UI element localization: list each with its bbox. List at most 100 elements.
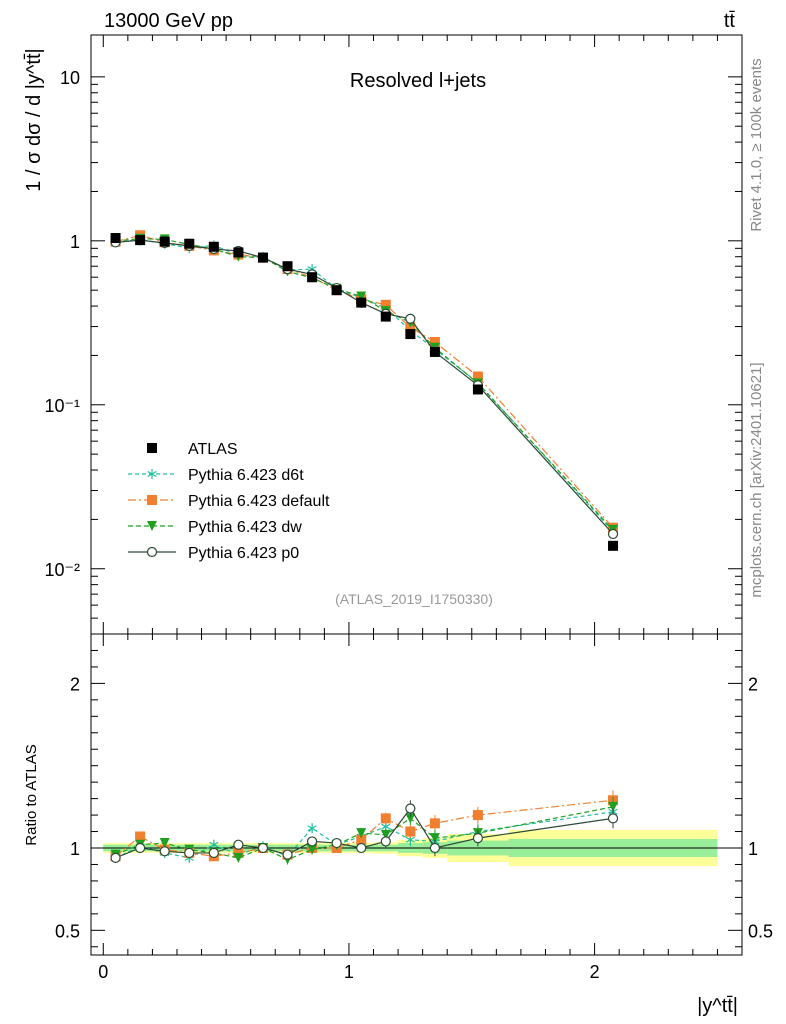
y-tick-label: 10⁻¹ <box>44 396 80 416</box>
legend-label: ATLAS <box>188 441 238 458</box>
ratio-tick-label: 0.5 <box>55 921 80 941</box>
main-panel: 10⁻² 10⁻¹ 1 10 <box>44 34 743 635</box>
asterisk-stroke <box>147 470 157 478</box>
ratio-point-pythia-6-423-p0 <box>159 846 170 857</box>
series-line-pythia-6-423-p0 <box>115 239 614 535</box>
ratio-tick-label: 2 <box>70 674 80 694</box>
asterisk-stroke <box>307 825 317 832</box>
mcplots-credit-label: mcplots.cern.ch [arXiv:2401.10621] <box>748 362 765 597</box>
ratio-point-pythia-6-423-p0 <box>472 833 484 844</box>
ratio-point-pythia-6-423-default <box>380 813 391 824</box>
point-pythia-6-423-p0 <box>607 528 619 540</box>
point-atlas <box>472 384 483 395</box>
ratio-point-pythia-6-423-p0 <box>380 836 391 847</box>
point-atlas <box>380 311 391 322</box>
asterisk-stroke <box>405 836 416 843</box>
ratio-point-pythia-6-423-dw <box>307 844 318 855</box>
ratio-tick-label-right: 2 <box>748 674 758 694</box>
legend-marker <box>147 495 157 505</box>
series-line-pythia-6-423-d6t <box>115 238 614 533</box>
ratio-point-pythia-6-423-dw <box>405 813 416 824</box>
point-pythia-6-423-default <box>380 299 391 310</box>
point-atlas <box>356 297 367 308</box>
y-axis-label: 1 / σ dσ / d |y^tt̄| <box>23 48 45 191</box>
ratio-tick-label-right: 0.5 <box>748 921 773 941</box>
point-atlas <box>110 233 121 244</box>
point-atlas <box>135 235 146 246</box>
x-tick-label: 1 <box>344 962 354 982</box>
ratio-axis-label: Ratio to ATLAS <box>23 744 40 845</box>
ratio-point-pythia-6-423-p0 <box>405 803 416 814</box>
legend-marker <box>146 546 158 558</box>
ratio-point-pythia-6-423-default <box>356 834 367 845</box>
legend-label: Pythia 6.423 dw <box>188 519 302 536</box>
legend-marker <box>147 469 157 479</box>
point-atlas <box>159 236 170 247</box>
legend-label: Pythia 6.423 d6t <box>188 467 304 484</box>
y-tick-label: 10⁻² <box>44 560 80 580</box>
point-atlas <box>307 272 318 283</box>
ratio-point-pythia-6-423-dw <box>356 828 367 839</box>
ratio-point-pythia-6-423-default <box>429 818 440 829</box>
header-energy-label: 13000 GeV pp <box>104 10 233 32</box>
ratio-point-pythia-6-423-dw <box>380 829 391 840</box>
header-process-label: tt̄ <box>724 10 736 32</box>
ratio-point-pythia-6-423-p0 <box>331 837 342 849</box>
point-pythia-6-423-dw <box>356 291 367 302</box>
legend-label: Pythia 6.423 p0 <box>188 545 299 562</box>
point-atlas <box>405 329 416 340</box>
ratio-line-pythia-6-423-default <box>115 799 614 857</box>
rivet-version-label: Rivet 4.1.0, ≥ 100k events <box>748 58 765 231</box>
point-atlas <box>233 247 244 258</box>
point-atlas <box>257 252 268 263</box>
legend-label: Pythia 6.423 default <box>188 493 330 510</box>
legend-marker <box>147 521 157 531</box>
ratio-point-pythia-6-423-default <box>405 826 416 837</box>
legend-marker <box>147 443 157 453</box>
point-atlas <box>282 261 293 272</box>
point-atlas <box>331 285 342 296</box>
ratio-point-pythia-6-423-default <box>135 831 146 842</box>
ratio-point-pythia-6-423-p0 <box>282 849 293 860</box>
ratio-point-pythia-6-423-p0 <box>607 813 619 824</box>
legend: ATLAS Pythia 6.423 d6t Pythia 6.423 defaul… <box>128 441 330 562</box>
x-tick-label: 2 <box>590 962 600 982</box>
x-tick-label: 0 <box>98 962 108 982</box>
chart-title: Resolved l+jets <box>350 70 486 92</box>
ratio-line-pythia-6-423-d6t <box>115 811 614 859</box>
ratio-point-pythia-6-423-p0 <box>233 839 244 850</box>
ratio-point-pythia-6-423-d6t <box>307 823 317 834</box>
ratio-panel: 0.5 0.5 1 1 2 2 <box>55 633 773 956</box>
y-tick-label: 10 <box>60 68 80 88</box>
point-atlas <box>184 238 195 249</box>
ratio-tick-label: 1 <box>70 839 80 859</box>
ratio-point-pythia-6-423-p0 <box>135 842 146 854</box>
x-axis-label: |y^tt̄| <box>697 995 738 1017</box>
asterisk-stroke <box>209 841 219 848</box>
ratio-point-pythia-6-423-p0 <box>208 847 219 859</box>
ratio-point-pythia-6-423-dw <box>608 801 619 812</box>
point-atlas <box>208 241 219 252</box>
point-atlas <box>429 346 440 357</box>
point-atlas <box>608 540 619 551</box>
ratio-point-pythia-6-423-p0 <box>429 842 441 854</box>
point-pythia-6-423-default <box>429 337 440 348</box>
ratio-point-pythia-6-423-dw <box>159 838 170 849</box>
ratio-point-pythia-6-423-p0 <box>306 836 318 847</box>
ratio-point-pythia-6-423-p0 <box>110 852 121 863</box>
ratio-tick-label-right: 1 <box>748 839 758 859</box>
point-pythia-6-423-default <box>472 371 483 382</box>
ratio-point-pythia-6-423-p0 <box>184 847 195 859</box>
ratio-frame <box>90 633 743 956</box>
y-tick-label: 1 <box>70 232 80 252</box>
ratio-point-pythia-6-423-p0 <box>356 842 367 854</box>
ratio-line-pythia-6-423-p0 <box>115 807 614 859</box>
analysis-watermark: (ATLAS_2019_I1750330) <box>335 591 493 607</box>
series-line-pythia-6-423-dw <box>115 238 614 531</box>
ratio-point-pythia-6-423-default <box>472 810 483 821</box>
ratio-point-pythia-6-423-dw <box>233 852 244 863</box>
ratio-point-pythia-6-423-dw <box>429 833 440 844</box>
asterisk-stroke <box>381 823 391 830</box>
ratio-point-pythia-6-423-p0 <box>257 842 269 854</box>
